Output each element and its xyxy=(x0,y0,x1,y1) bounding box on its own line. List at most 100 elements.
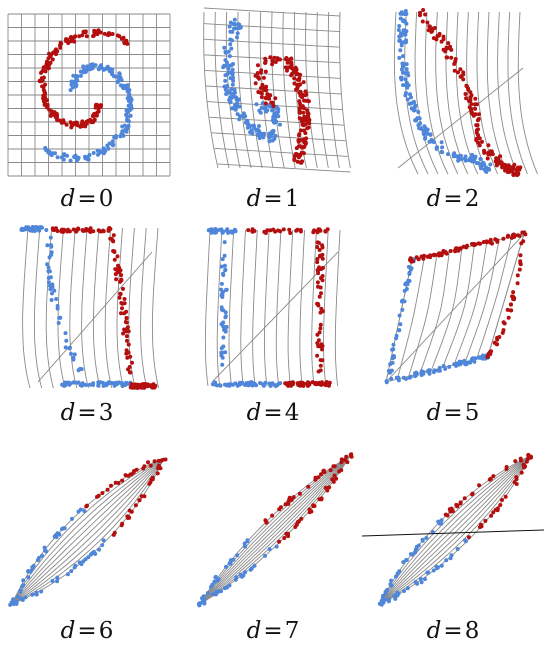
class-b-point xyxy=(493,159,498,164)
class-b-point xyxy=(455,247,460,252)
grid-curve xyxy=(282,11,296,169)
class-b-point xyxy=(126,514,131,519)
class-b-point xyxy=(328,468,333,473)
class-a-point xyxy=(219,281,224,286)
class-a-point xyxy=(65,572,70,577)
class-a-point xyxy=(125,96,130,101)
plot-d8 xyxy=(361,452,544,607)
class-b-point xyxy=(50,57,55,62)
panel-d4: d=4 xyxy=(188,222,358,432)
class-b-point xyxy=(421,8,426,12)
class-b-point xyxy=(111,233,116,238)
class-a-point xyxy=(232,17,237,22)
class-a-point xyxy=(231,78,236,83)
class-a-point xyxy=(126,90,131,95)
class-a-point xyxy=(38,225,43,229)
diagonal-line xyxy=(385,233,525,383)
class-a-point xyxy=(397,328,402,333)
class-b-point xyxy=(113,272,118,277)
class-a-point xyxy=(229,46,234,51)
class-a-point xyxy=(404,21,409,26)
class-b-point xyxy=(130,383,135,388)
class-a-point xyxy=(268,383,273,388)
class-b-point xyxy=(145,384,150,389)
class-b-point xyxy=(292,154,297,159)
class-b-point xyxy=(264,84,269,89)
class-a-point xyxy=(37,228,42,233)
class-b-point xyxy=(296,155,301,160)
class-b-point xyxy=(268,228,273,233)
class-a-point xyxy=(107,141,112,146)
class-a-point xyxy=(76,380,81,385)
class-a-point xyxy=(235,98,240,103)
class-a-point xyxy=(116,78,121,83)
class-b-point xyxy=(115,254,120,259)
class-a-point xyxy=(399,75,404,80)
class-a-point xyxy=(68,345,72,350)
caption-d4: d=4 xyxy=(246,400,300,426)
class-b-point xyxy=(117,295,122,300)
class-a-point xyxy=(391,342,396,347)
class-a-point xyxy=(272,118,277,123)
class-a-point xyxy=(273,133,278,138)
class-a-point xyxy=(413,103,418,108)
class-a-point xyxy=(245,122,250,127)
grid-curve xyxy=(379,455,531,605)
class-b-point xyxy=(74,229,79,234)
class-a-point xyxy=(437,521,442,526)
class-a-point xyxy=(423,136,427,141)
class-b-point xyxy=(260,85,265,90)
class-b-point xyxy=(317,248,322,252)
grid-curve xyxy=(228,229,235,387)
class-a-point xyxy=(256,132,260,137)
class-a-point xyxy=(403,77,408,82)
class-a-point xyxy=(221,324,226,329)
class-a-point xyxy=(209,585,213,589)
class-a-point xyxy=(114,134,118,138)
class-b-point xyxy=(258,70,263,75)
class-b-point xyxy=(301,123,306,128)
grid-curve xyxy=(199,455,351,605)
class-a-point xyxy=(423,577,427,582)
class-b-point xyxy=(119,523,124,528)
class-b-point xyxy=(301,110,306,115)
class-a-point xyxy=(401,560,406,565)
class-b-point xyxy=(518,259,523,264)
class-a-point xyxy=(380,595,385,600)
class-b-point xyxy=(69,123,74,128)
class-b-point xyxy=(112,250,117,254)
class-b-point xyxy=(263,101,268,106)
class-a-point xyxy=(61,157,66,162)
class-a-point xyxy=(462,156,467,161)
class-b-point xyxy=(289,60,294,65)
class-a-point xyxy=(401,375,406,380)
class-b-point xyxy=(464,245,469,250)
class-b-points xyxy=(443,452,534,540)
class-a-point xyxy=(399,31,403,36)
class-a-point xyxy=(37,555,41,560)
class-a-point xyxy=(87,382,92,387)
class-b-point xyxy=(297,78,302,82)
class-b-point xyxy=(80,124,84,129)
class-a-point xyxy=(222,263,227,268)
grid-curve xyxy=(379,455,531,605)
grid-curve xyxy=(204,54,340,64)
class-a-point xyxy=(233,577,238,582)
grid-curve xyxy=(214,147,348,157)
class-b-point xyxy=(505,307,510,312)
class-b-point xyxy=(474,138,479,143)
class-a-point xyxy=(129,103,134,108)
class-b-point xyxy=(441,34,446,39)
class-a-point xyxy=(115,382,120,386)
class-b-point xyxy=(315,257,320,261)
grid-curve xyxy=(92,227,101,389)
class-a-point xyxy=(223,267,228,272)
plot-d0 xyxy=(7,13,171,177)
class-b-point xyxy=(100,491,105,495)
class-a-point xyxy=(425,570,430,575)
class-b-point xyxy=(64,39,68,43)
class-a-point xyxy=(404,12,409,16)
class-a-point xyxy=(455,361,460,366)
class-a-point xyxy=(229,87,234,92)
class-b-point xyxy=(469,93,474,98)
